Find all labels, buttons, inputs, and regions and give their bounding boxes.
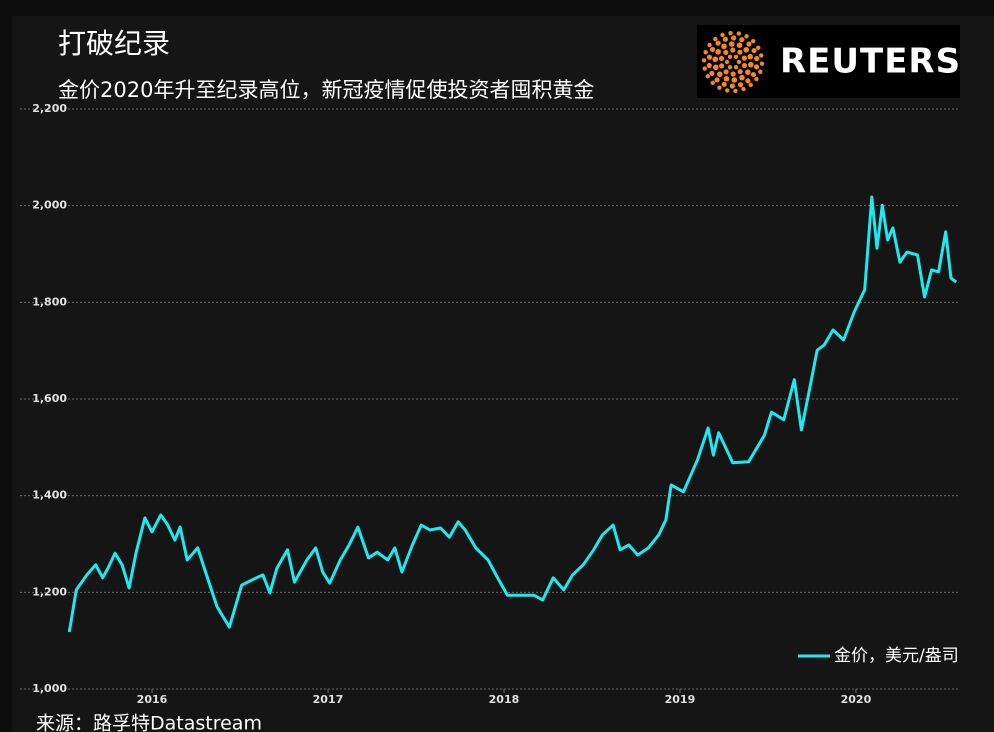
logo-dot <box>702 66 707 71</box>
logo-dot <box>730 47 736 53</box>
logo-dot <box>736 42 743 49</box>
logo-dot <box>730 71 736 77</box>
logo-dot <box>739 37 745 43</box>
chart-subtitle: 金价2020年升至纪录高位，新冠疫情促使投资者囤积黄金 <box>58 78 594 102</box>
logo-dot <box>731 77 738 83</box>
logo-dot <box>714 77 720 83</box>
logo-dot <box>758 69 763 74</box>
logo-dot <box>725 88 730 93</box>
logo-dot <box>709 70 715 77</box>
logo-dot <box>737 82 744 88</box>
source: 来源：路孚特Datastream <box>36 713 262 732</box>
logo-dot <box>754 55 760 62</box>
logo-dot <box>715 40 721 46</box>
logo-dot <box>754 76 759 82</box>
y-tick-label: 2,200 <box>32 102 67 115</box>
x-tick-label: 2017 <box>313 693 344 706</box>
logo-dot <box>743 46 750 53</box>
logo-dot <box>713 36 718 42</box>
logo-dot <box>709 46 716 53</box>
logo-dot <box>722 36 729 42</box>
logo-dot <box>715 49 721 55</box>
logo-dot <box>717 85 722 90</box>
logo-dot <box>727 64 733 70</box>
x-tick-label: 2018 <box>489 693 520 706</box>
logo-dot <box>703 50 708 55</box>
logo-dot <box>747 61 754 68</box>
legend-label: 金价，美元/盎司 <box>834 646 959 666</box>
logo-dot <box>733 54 739 60</box>
logo-dot <box>759 53 764 58</box>
logo-dot <box>723 75 730 82</box>
logo-dot <box>741 55 747 61</box>
logo-dot <box>748 82 753 88</box>
chart-background <box>12 16 994 732</box>
logo-dot <box>723 69 729 75</box>
logo-dot <box>745 69 751 75</box>
logo-dot <box>728 30 733 36</box>
logo-dot <box>706 54 713 60</box>
logo-dot <box>701 58 707 63</box>
logo-dot <box>737 69 743 75</box>
logo-dot <box>753 64 760 70</box>
logo-dot <box>739 74 745 81</box>
logo-dot <box>706 62 712 69</box>
logo-dot <box>733 64 739 70</box>
logo-dot <box>750 71 757 78</box>
logo-dot <box>746 41 752 47</box>
logo-dot <box>720 32 725 38</box>
x-tick-label: 2016 <box>137 693 168 706</box>
logo-dot <box>712 64 719 71</box>
logo-dot <box>745 78 751 84</box>
data-line <box>67 195 958 633</box>
y-tick-label: 2,000 <box>32 199 67 212</box>
y-tick-label: 1,600 <box>32 392 67 405</box>
logo-dot <box>719 63 725 69</box>
logo-dot <box>721 43 727 50</box>
logo-dot <box>736 59 742 65</box>
x-tick-label: 2020 <box>841 693 872 706</box>
x-tick-label: 2019 <box>665 693 696 706</box>
logo-dot <box>751 47 757 54</box>
logo-dot <box>721 81 727 87</box>
logo-icon <box>701 30 765 94</box>
logo-dot <box>705 74 710 79</box>
logo-dot <box>728 41 735 47</box>
logo-dot <box>707 42 712 48</box>
logo-dot <box>727 54 733 60</box>
y-tick-label: 1,000 <box>32 682 67 695</box>
logo-dot <box>751 39 756 44</box>
logo-text: REUTERS <box>780 42 961 82</box>
logo-dot <box>737 49 743 55</box>
logo-dot <box>712 56 719 63</box>
y-tick-label: 1,800 <box>32 295 67 308</box>
logo-dot <box>716 71 723 78</box>
logo-dot <box>724 59 730 65</box>
logo-dot <box>759 61 765 66</box>
logo-dot <box>731 35 737 41</box>
logo-dot <box>733 88 738 94</box>
logo-dot <box>741 86 746 92</box>
logo-dot <box>723 49 729 55</box>
logo-dot <box>744 34 749 39</box>
chart-title: 打破纪录 <box>58 27 170 60</box>
logo-dot <box>747 53 754 60</box>
y-tick-label: 1,400 <box>32 489 67 502</box>
logo-dot <box>736 31 741 36</box>
logo-dot <box>756 45 761 50</box>
logo-dot <box>718 55 725 62</box>
logo-dot <box>710 80 715 85</box>
logo-dot <box>729 83 735 89</box>
y-tick-label: 1,200 <box>32 585 67 598</box>
logo-dot <box>741 62 748 69</box>
